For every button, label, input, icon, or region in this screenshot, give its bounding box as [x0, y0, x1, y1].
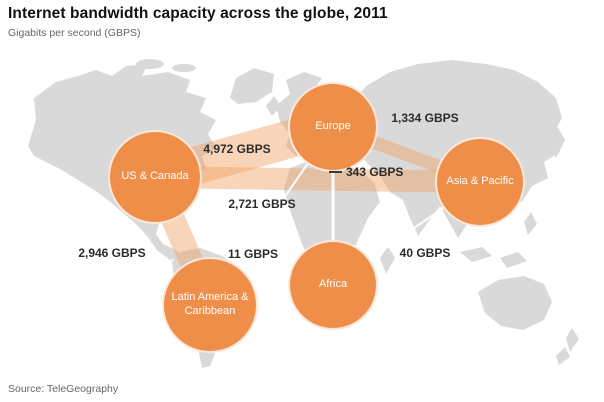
connection-label-europe-africa: 343 GBPS — [329, 165, 403, 179]
island-japan — [549, 126, 565, 158]
island-indonesia — [500, 252, 527, 268]
region-asia-pacific: Asia & Pacific — [435, 137, 525, 227]
arctic-island — [136, 59, 164, 69]
connection-label-latam-europe: 11 GBPS — [227, 247, 279, 261]
island-madagascar — [380, 246, 395, 274]
island-philippines — [524, 212, 537, 235]
page-title: Internet bandwidth capacity across the g… — [8, 5, 388, 22]
region-africa: Africa — [288, 240, 378, 330]
connection-label-text: 343 GBPS — [346, 165, 404, 179]
page-subtitle: Gigabits per second (GBPS) — [8, 27, 141, 39]
pointer-dash — [329, 171, 342, 173]
island-uk — [266, 96, 281, 116]
island-new-zealand — [556, 347, 570, 365]
source-note: Source: TeleGeography — [8, 383, 119, 395]
continent-greenland — [230, 68, 274, 104]
region-us-canada: US & Canada — [108, 130, 202, 224]
connection-label-us-asia: 2,721 GBPS — [228, 197, 296, 211]
island-new-zealand — [566, 328, 579, 352]
connection-label-europe-asia: 1,334 GBPS — [391, 111, 459, 125]
region-label: Africa — [318, 278, 348, 291]
region-latin-america-caribbean: Latin America & Caribbean — [162, 257, 258, 353]
connection-label-africa-asia: 40 GBPS — [399, 246, 451, 260]
band-us-asia — [154, 166, 481, 193]
region-label: Asia & Pacific — [446, 175, 514, 188]
region-label: US & Canada — [121, 170, 189, 183]
continent-australia — [478, 276, 552, 330]
connection-label-us-europe: 4,972 GBPS — [203, 142, 271, 156]
region-label: Europe — [315, 120, 351, 133]
arctic-island — [172, 64, 196, 72]
region-label: Latin America & Caribbean — [171, 291, 249, 317]
connection-label-us-latam: 2,946 GBPS — [78, 246, 146, 260]
region-europe: Europe — [288, 82, 378, 172]
island-indonesia — [460, 247, 492, 262]
